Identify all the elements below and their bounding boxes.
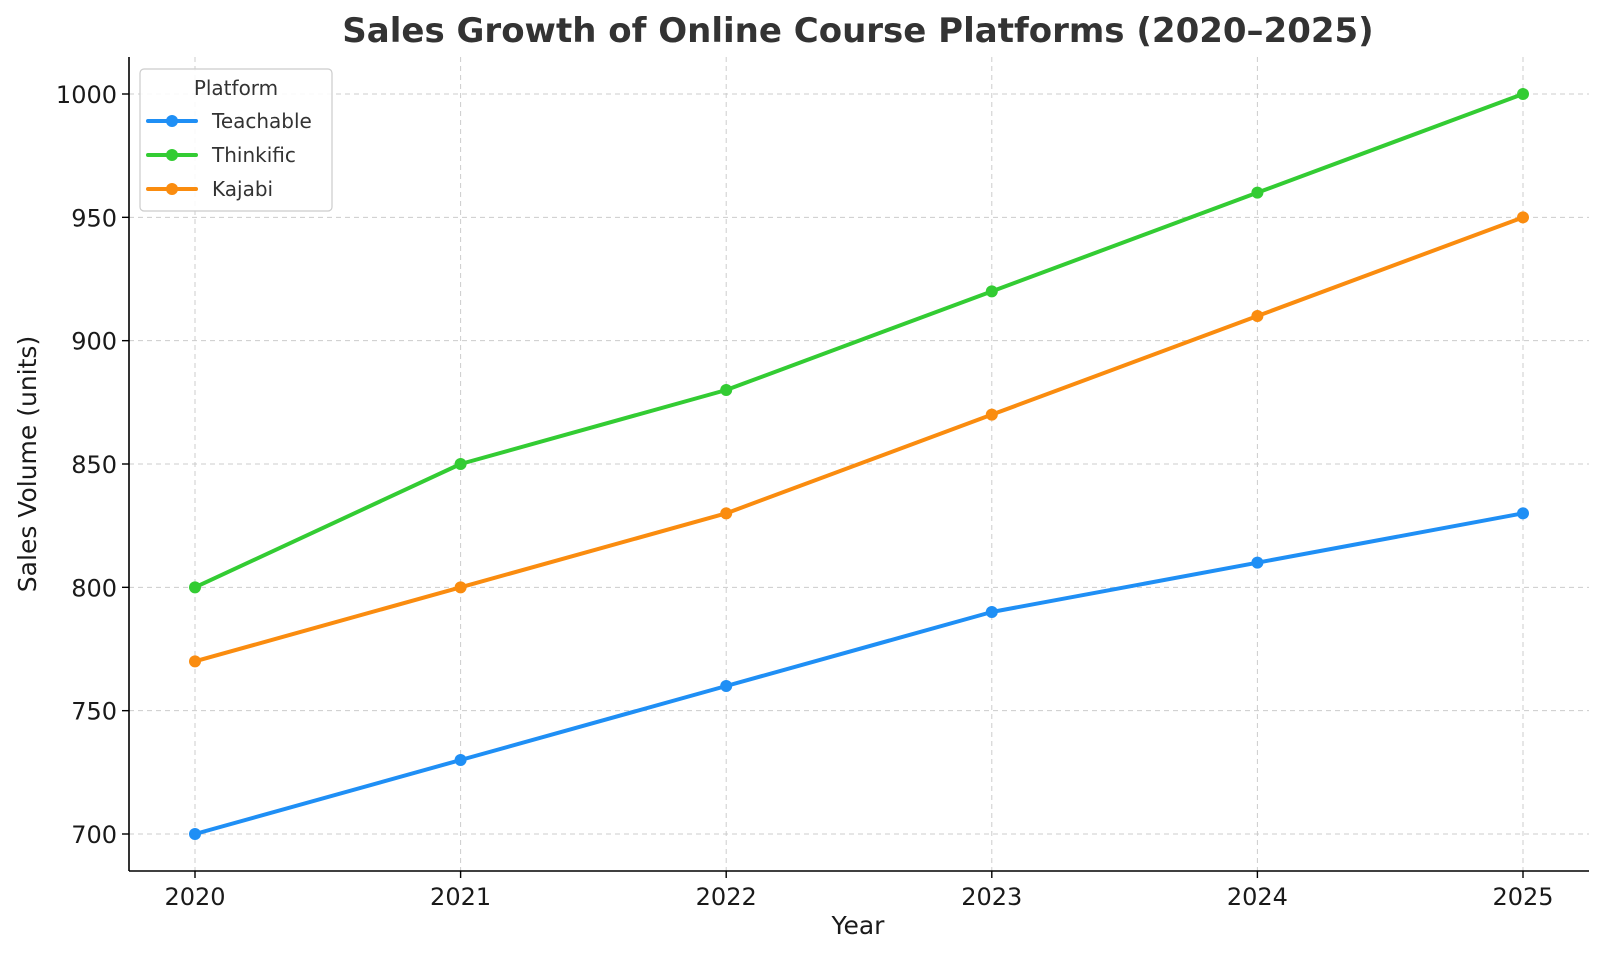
- legend-item-kajabi: Kajabi: [146, 177, 273, 201]
- data-point-teachable: [1517, 507, 1529, 520]
- data-point-kajabi: [985, 408, 998, 421]
- data-point-teachable: [454, 754, 467, 766]
- x-tick-label: 2022: [696, 883, 757, 911]
- series-kajabi: [189, 211, 1529, 668]
- x-tick-label: 2024: [1227, 883, 1288, 911]
- y-tick-label: 950: [71, 204, 117, 232]
- legend-swatch-marker: [166, 115, 178, 127]
- y-tick-label: 700: [71, 821, 117, 849]
- x-axis-ticks: 2020 2021 2022 2023 2024 2025: [164, 871, 1554, 911]
- y-tick-label: 800: [71, 574, 117, 602]
- legend-swatch-marker: [166, 183, 178, 195]
- data-point-teachable: [720, 680, 733, 692]
- y-tick-label: 750: [71, 698, 117, 726]
- data-point-thinkific: [454, 458, 467, 470]
- data-point-kajabi: [1517, 211, 1529, 224]
- legend-item-thinkific: Thinkific: [146, 143, 296, 167]
- legend-label: Teachable: [211, 109, 312, 133]
- x-axis-label: Year: [831, 911, 886, 940]
- y-axis-label: Sales Volume (units): [13, 336, 42, 592]
- legend-label: Kajabi: [212, 177, 273, 201]
- data-point-teachable: [985, 606, 998, 618]
- data-point-kajabi: [454, 581, 467, 594]
- legend-box: [139, 68, 333, 212]
- data-point-thinkific: [1251, 186, 1264, 199]
- y-tick-label: 850: [71, 451, 117, 479]
- series-thinkific: [189, 88, 1529, 594]
- legend-items: Teachable Thinkific Kajabi: [146, 109, 312, 201]
- series-line-teachable: [193, 511, 1525, 836]
- series-layer: [189, 88, 1529, 840]
- data-point-teachable: [1251, 556, 1264, 569]
- legend-item-teachable: Teachable: [146, 109, 312, 133]
- data-point-kajabi: [1251, 310, 1264, 322]
- legend-label: Thinkific: [211, 143, 296, 167]
- data-point-thinkific: [189, 581, 201, 594]
- legend-title: Platform: [194, 76, 278, 100]
- y-axis-ticks: 700 750 800 850 900 950 1000: [56, 81, 129, 849]
- chart-title: Sales Growth of Online Course Platforms …: [342, 11, 1373, 51]
- y-tick-label: 900: [71, 328, 117, 356]
- x-tick-label: 2025: [1492, 883, 1553, 911]
- legend: Platform Teachable Thinkific Kajabi: [139, 68, 333, 212]
- data-point-thinkific: [1517, 88, 1529, 100]
- data-point-thinkific: [985, 285, 998, 298]
- legend-swatch-marker: [166, 149, 178, 161]
- data-point-kajabi: [189, 655, 201, 668]
- y-tick-label: 1000: [56, 81, 117, 109]
- series-line-thinkific: [193, 92, 1525, 590]
- data-point-teachable: [189, 828, 201, 840]
- data-point-kajabi: [720, 507, 733, 520]
- x-tick-label: 2020: [164, 883, 225, 911]
- x-tick-label: 2023: [961, 883, 1022, 911]
- series-teachable: [189, 507, 1529, 840]
- grid-lines: [129, 57, 1589, 871]
- series-line-kajabi: [193, 215, 1525, 664]
- data-point-thinkific: [720, 384, 733, 396]
- x-tick-label: 2021: [430, 883, 491, 911]
